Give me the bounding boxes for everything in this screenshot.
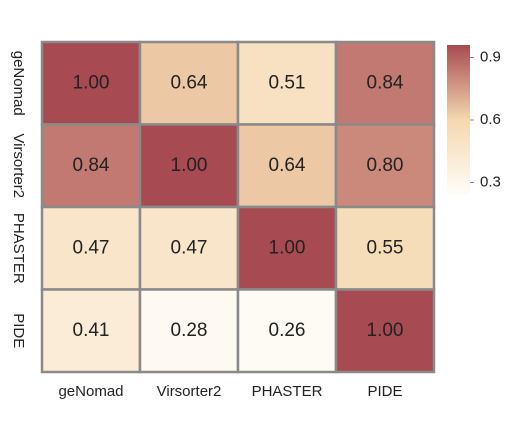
heatmap-cell <box>138 288 240 374</box>
y-tick-label: Virsorter2 <box>10 133 27 198</box>
cell-label: 1.00 <box>171 155 208 176</box>
heatmap-cell <box>40 288 142 374</box>
colorbar-tick-label: 0.9 <box>480 48 501 65</box>
cell-label: 0.55 <box>367 237 404 258</box>
colorbar <box>447 45 470 195</box>
cell-label: 0.51 <box>269 72 306 93</box>
x-tick-label: PHASTER <box>252 383 323 400</box>
heatmap-cell <box>138 205 240 291</box>
cell-label: 1.00 <box>269 237 306 258</box>
cell-label: 0.64 <box>171 72 208 93</box>
cell-label: 0.47 <box>171 237 208 258</box>
x-tick-label: PIDE <box>367 383 402 400</box>
cell-label: 0.28 <box>171 320 208 341</box>
cell-label: 0.84 <box>73 155 110 176</box>
y-tick-label: PIDE <box>10 313 27 348</box>
y-tick-label: PHASTER <box>10 213 27 284</box>
cell-label: 0.80 <box>367 155 404 176</box>
heatmap-cell <box>40 40 142 126</box>
heatmap-cell <box>334 123 436 209</box>
heatmap-cell <box>334 205 436 291</box>
heatmap-cell <box>138 40 240 126</box>
y-tick-label: geNomad <box>10 51 27 116</box>
cell-label: 1.00 <box>367 320 404 341</box>
cell-label: 0.26 <box>269 320 306 341</box>
heatmap-cell <box>138 123 240 209</box>
cell-label: 0.64 <box>269 155 306 176</box>
cell-label: 0.47 <box>73 237 110 258</box>
x-tick-label: Virsorter2 <box>157 383 222 400</box>
cell-label: 1.00 <box>73 72 110 93</box>
colorbar-tick-label: 0.3 <box>480 173 501 190</box>
x-tick-label: geNomad <box>58 383 123 400</box>
cell-label: 0.41 <box>73 320 110 341</box>
heatmap-cell <box>334 288 436 374</box>
heatmap-cell <box>334 40 436 126</box>
colorbar-tick-label: 0.6 <box>480 111 501 128</box>
cell-label: 0.84 <box>367 72 404 93</box>
